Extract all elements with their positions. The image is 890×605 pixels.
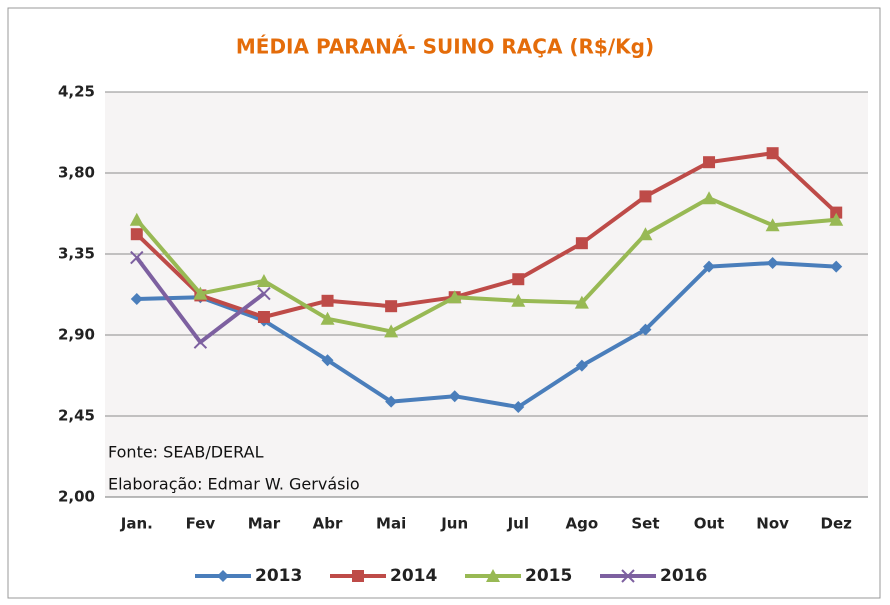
source-note: Fonte: SEAB/DERAL bbox=[108, 443, 264, 462]
x-tick-label: Out bbox=[694, 515, 725, 533]
marker bbox=[385, 300, 397, 312]
y-tick-label: 3,35 bbox=[58, 245, 95, 263]
y-tick-label: 2,45 bbox=[58, 407, 95, 425]
x-tick-label: Ago bbox=[566, 515, 599, 533]
author-note: Elaboração: Edmar W. Gervásio bbox=[108, 475, 360, 494]
x-tick-label: Mai bbox=[376, 515, 406, 533]
y-tick-label: 3,80 bbox=[58, 164, 95, 182]
y-tick-label: 2,00 bbox=[58, 488, 95, 506]
marker bbox=[131, 228, 143, 240]
marker bbox=[322, 295, 334, 307]
x-tick-label: Fev bbox=[186, 515, 216, 533]
y-tick-label: 2,90 bbox=[58, 326, 95, 344]
marker bbox=[703, 156, 715, 168]
plot-area bbox=[105, 92, 868, 497]
marker bbox=[639, 190, 651, 202]
x-tick-label: Jun bbox=[440, 515, 468, 533]
x-tick-label: Nov bbox=[756, 515, 789, 533]
chart-title: MÉDIA PARANÁ- SUINO RAÇA (R$/Kg) bbox=[236, 35, 654, 59]
marker bbox=[352, 570, 364, 582]
x-tick-label: Abr bbox=[313, 515, 343, 533]
marker bbox=[767, 147, 779, 159]
x-tick-label: Jan. bbox=[120, 515, 153, 533]
x-tick-label: Dez bbox=[821, 515, 853, 533]
marker bbox=[258, 311, 270, 323]
legend-label: 2016 bbox=[660, 566, 707, 586]
x-tick-label: Jul bbox=[507, 515, 529, 533]
legend-label: 2013 bbox=[255, 566, 302, 586]
page: {"chart_data": {"type": "line", "title":… bbox=[0, 0, 890, 605]
legend-label: 2014 bbox=[390, 566, 437, 586]
marker bbox=[576, 237, 588, 249]
marker bbox=[512, 273, 524, 285]
x-tick-label: Mar bbox=[248, 515, 281, 533]
x-tick-label: Set bbox=[631, 515, 659, 533]
y-tick-label: 4,25 bbox=[58, 83, 95, 101]
legend-label: 2015 bbox=[525, 566, 572, 586]
chart: MÉDIA PARANÁ- SUINO RAÇA (R$/Kg) Fonte: … bbox=[0, 0, 890, 605]
